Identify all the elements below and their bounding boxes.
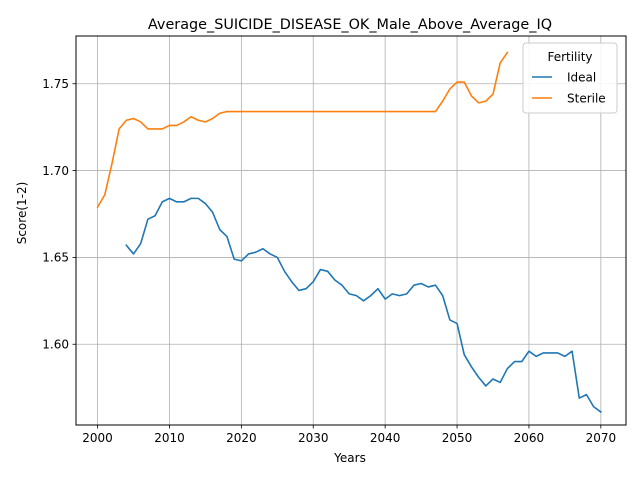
x-tick-label: 2050 xyxy=(442,431,473,445)
x-tick-label: 2020 xyxy=(226,431,257,445)
y-axis-label: Score(1-2) xyxy=(15,182,29,245)
x-tick-label: 2010 xyxy=(154,431,185,445)
x-axis: 2000 2010 2020 2030 2040 2050 2060 2070 xyxy=(82,425,616,445)
x-tick-label: 2070 xyxy=(586,431,617,445)
grid xyxy=(76,36,626,425)
legend-box xyxy=(522,42,618,114)
x-tick-label: 2060 xyxy=(514,431,545,445)
series-line-sterile xyxy=(96,51,509,209)
x-tick-label: 2030 xyxy=(298,431,329,445)
y-tick-label: 1.70 xyxy=(42,164,69,178)
y-tick-label: 1.65 xyxy=(42,251,69,265)
y-axis: 1.60 1.65 1.70 1.75 xyxy=(42,77,76,352)
x-axis-label: Years xyxy=(333,451,366,465)
legend-label-sterile: Sterile xyxy=(567,92,606,106)
legend: Fertility Ideal Sterile xyxy=(522,42,618,114)
legend-title: Fertility xyxy=(547,50,592,64)
x-tick-label: 2040 xyxy=(370,431,401,445)
chart-title: Average_SUICIDE_DISEASE_OK_Male_Above_Av… xyxy=(148,17,552,33)
plot-area-frame xyxy=(75,35,627,426)
legend-label-ideal: Ideal xyxy=(567,71,596,85)
series-line-ideal xyxy=(125,197,602,414)
y-tick-label: 1.60 xyxy=(42,338,69,352)
x-tick-label: 2000 xyxy=(82,431,113,445)
series-layer xyxy=(96,51,602,414)
y-tick-label: 1.75 xyxy=(42,77,69,91)
